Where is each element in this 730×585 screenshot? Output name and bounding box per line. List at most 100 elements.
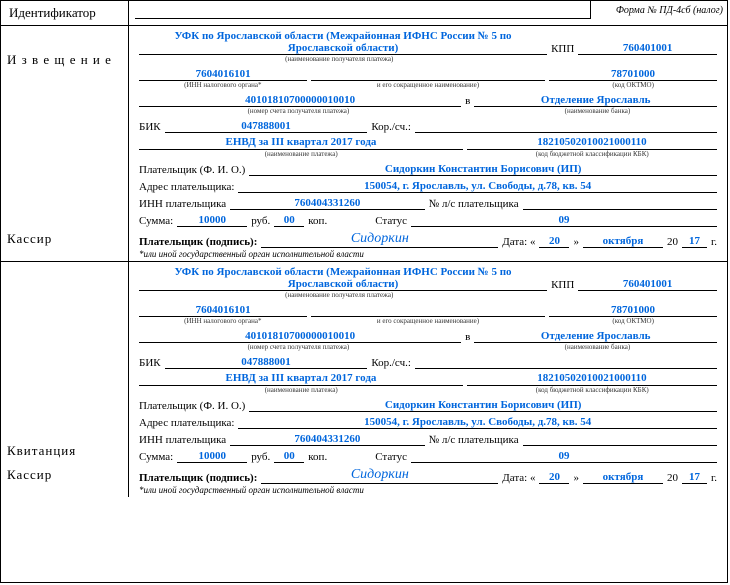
- payer-label-2: Плательщик (Ф. И. О.): [139, 400, 245, 412]
- abbr-note-2: и его сокращенное наименование): [311, 318, 546, 325]
- sign-label-2: Плательщик (подпись):: [139, 472, 257, 484]
- footer-note: *или иной государственный орган исполнит…: [139, 249, 717, 259]
- date-label: Дата: «: [502, 236, 535, 248]
- date-month-2: октября: [583, 471, 663, 484]
- payer-inn-label: ИНН плательщика: [139, 198, 226, 210]
- addr-label-2: Адрес плательщика:: [139, 417, 234, 429]
- kop-label: коп.: [308, 215, 327, 227]
- kor-field-2: [415, 368, 717, 369]
- receipt-body: УФК по Ярославской области (Межрайонная …: [129, 262, 727, 497]
- close-quote: »: [573, 236, 579, 248]
- kpp-field: 760401001: [578, 42, 717, 55]
- bik-field-2: 047888001: [165, 356, 368, 369]
- kop-label-2: коп.: [308, 451, 327, 463]
- payment-name-field-2: ЕНВД за III квартал 2017 года: [139, 372, 463, 385]
- oktmo-field-2: 78701000: [549, 304, 717, 317]
- sign-label: Плательщик (подпись):: [139, 236, 257, 248]
- oktmo-field: 78701000: [549, 68, 717, 81]
- identifier-field[interactable]: [135, 1, 591, 19]
- y20-label-2: 20: [667, 472, 678, 484]
- side-label-cashier: Кассир: [7, 231, 122, 247]
- g-label-2: г.: [711, 472, 717, 484]
- kor-label: Кор./сч.:: [371, 121, 411, 133]
- abbr-note: и его сокращенное наименование): [311, 82, 546, 89]
- recipient-field-2: УФК по Ярославской области (Межрайонная …: [139, 266, 547, 291]
- side-receipt: Квитанция Кассир: [1, 262, 129, 497]
- footer-note-2: *или иной государственный орган исполнит…: [139, 485, 717, 495]
- close-quote-2: »: [573, 472, 579, 484]
- bank-note-2: (наименование банка): [478, 344, 717, 351]
- tax-inn-note-2: (ИНН налогового органа*: [139, 318, 307, 325]
- payer-inn-label-2: ИНН плательщика: [139, 434, 226, 446]
- sum-kop-field-2: 00: [274, 450, 304, 463]
- kbk-note-2: (код бюджетной классификации КБК): [467, 387, 717, 394]
- signature-field: Сидоркин: [261, 231, 498, 248]
- sum-rub-field-2: 10000: [177, 450, 247, 463]
- recipient-note-2: (наименование получателя платежа): [139, 292, 539, 299]
- status-label: Статус: [375, 215, 407, 227]
- form-page: Идентификатор Форма № ПД-4сб (налог) И з…: [0, 0, 728, 583]
- tax-inn-field: 7604016101: [139, 68, 307, 81]
- recipient-note: (наименование получателя платежа): [139, 56, 539, 63]
- payment-name-note-2: (наименование платежа): [139, 387, 463, 394]
- date-label-2: Дата: «: [502, 472, 535, 484]
- payer-field: Сидоркин Константин Борисович (ИП): [249, 163, 717, 176]
- payment-name-note: (наименование платежа): [139, 151, 463, 158]
- account-note-2: (номер счета получателя платежа): [139, 344, 458, 351]
- payer-field-2: Сидоркин Константин Борисович (ИП): [249, 399, 717, 412]
- bank-field-2: Отделение Ярославль: [474, 330, 717, 343]
- signature-field-2: Сидоркин: [261, 467, 498, 484]
- notice-body: УФК по Ярославской области (Межрайонная …: [129, 26, 727, 261]
- sum-rub-field: 10000: [177, 214, 247, 227]
- identifier-label: Идентификатор: [1, 1, 129, 25]
- rub-label-2: руб.: [251, 451, 270, 463]
- kbk-field-2: 18210502010021000110: [467, 372, 717, 385]
- date-day: 20: [539, 235, 569, 248]
- sum-label: Сумма:: [139, 215, 173, 227]
- account-note: (номер счета получателя платежа): [139, 108, 458, 115]
- status-field-2: 09: [411, 450, 717, 463]
- side-notice: И з в е щ е н и е Кассир: [1, 26, 129, 261]
- bik-label: БИК: [139, 121, 161, 133]
- bank-field: Отделение Ярославль: [474, 94, 717, 107]
- account-field: 40101810700000010010: [139, 94, 461, 107]
- in-label-2: в: [465, 331, 470, 343]
- status-label-2: Статус: [375, 451, 407, 463]
- payer-inn-field-2: 760404331260: [230, 433, 424, 446]
- in-label: в: [465, 95, 470, 107]
- payer-label: Плательщик (Ф. И. О.): [139, 164, 245, 176]
- kpp-label-2: КПП: [551, 279, 574, 291]
- status-field: 09: [411, 214, 717, 227]
- sum-label-2: Сумма:: [139, 451, 173, 463]
- ls-label-2: № л/с плательщика: [429, 434, 519, 446]
- date-month: октября: [583, 235, 663, 248]
- bik-field: 047888001: [165, 120, 368, 133]
- payment-name-field: ЕНВД за III квартал 2017 года: [139, 136, 463, 149]
- g-label: г.: [711, 236, 717, 248]
- kpp-field-2: 760401001: [578, 278, 717, 291]
- addr-field: 150054, г. Ярославль, ул. Свободы, д.78,…: [238, 180, 717, 193]
- bik-label-2: БИК: [139, 357, 161, 369]
- payer-inn-field: 760404331260: [230, 197, 424, 210]
- addr-label: Адрес плательщика:: [139, 181, 234, 193]
- date-year: 17: [682, 235, 707, 248]
- date-day-2: 20: [539, 471, 569, 484]
- tax-inn-field-2: 7604016101: [139, 304, 307, 317]
- side-label-notice: И з в е щ е н и е: [7, 52, 122, 68]
- kor-field: [415, 132, 717, 133]
- rub-label: руб.: [251, 215, 270, 227]
- kpp-label: КПП: [551, 43, 574, 55]
- sum-kop-field: 00: [274, 214, 304, 227]
- kor-label-2: Кор./сч.:: [371, 357, 411, 369]
- recipient-field: УФК по Ярославской области (Межрайонная …: [139, 30, 547, 55]
- form-number: Форма № ПД-4сб (налог): [597, 1, 727, 25]
- header-row: Идентификатор Форма № ПД-4сб (налог): [1, 1, 727, 26]
- ls-label: № л/с плательщика: [429, 198, 519, 210]
- date-year-2: 17: [682, 471, 707, 484]
- oktmo-note: (код ОКТМО): [549, 82, 717, 89]
- y20-label: 20: [667, 236, 678, 248]
- oktmo-note-2: (код ОКТМО): [549, 318, 717, 325]
- account-field-2: 40101810700000010010: [139, 330, 461, 343]
- receipt-section: Квитанция Кассир УФК по Ярославской обла…: [1, 262, 727, 497]
- kbk-note: (код бюджетной классификации КБК): [467, 151, 717, 158]
